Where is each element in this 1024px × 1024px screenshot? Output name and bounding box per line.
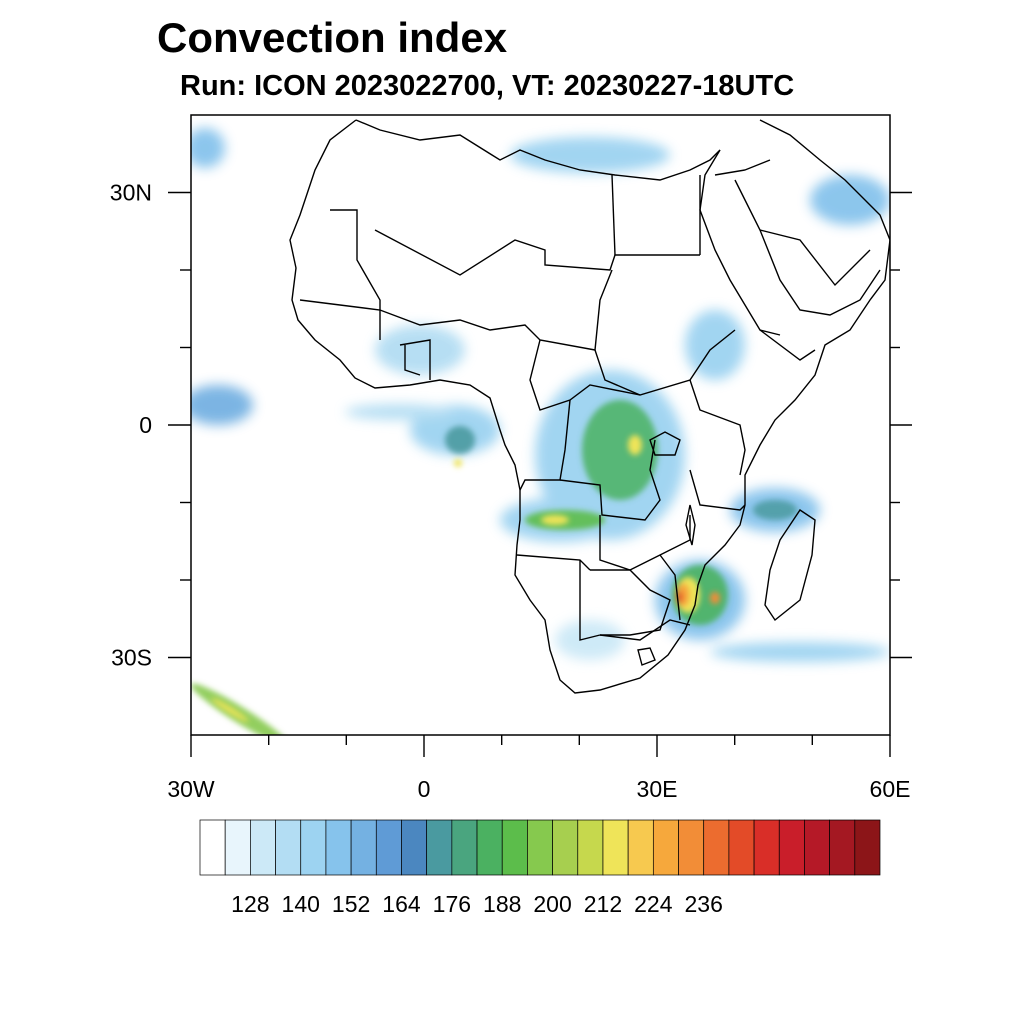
colorbar-tick-label: 164	[382, 891, 421, 917]
colorbar-swatch	[300, 819, 327, 876]
colorbar-swatch	[325, 819, 352, 876]
border-arabia-interior	[759, 229, 871, 287]
field-sw-indian-band	[710, 642, 890, 662]
border-sahara-north	[374, 229, 700, 276]
colorbar-swatch	[602, 819, 629, 876]
colorbar-tick-label: 224	[634, 891, 673, 917]
border-drc-south	[559, 439, 661, 521]
field-atlantic-equator	[191, 385, 253, 425]
colorbar-swatch	[678, 819, 705, 876]
colorbar-tick-label: 236	[685, 891, 723, 917]
colorbar-tick-label: 176	[433, 891, 471, 917]
border-west-africa-a	[399, 339, 431, 380]
colorbar-swatch	[501, 819, 528, 876]
border-sudan-libya	[611, 174, 616, 256]
field-angola-peak	[541, 515, 569, 525]
colorbar-swatch	[829, 819, 856, 876]
field-gulf-guinea-peak	[454, 459, 462, 467]
colorbar-swatch	[527, 819, 553, 876]
border-angola-namibia	[516, 554, 591, 571]
colorbar-tick-label: 140	[282, 891, 320, 917]
colorbar-swatch	[451, 819, 478, 876]
border-west-africa-b	[404, 345, 421, 376]
border-zambia	[599, 515, 691, 571]
colorbar-swatch	[476, 819, 503, 876]
colorbar-swatch	[275, 819, 302, 876]
field-mozambique-peak-east	[710, 592, 720, 604]
border-south-africa-north	[599, 619, 691, 641]
colorbar-swatch	[250, 819, 276, 876]
colorbar-swatch	[652, 819, 679, 876]
red-sea-coast	[699, 149, 781, 336]
latitude-labels: 30N 0 30S	[110, 180, 152, 671]
madagascar	[764, 509, 816, 622]
colorbar-tick-label: 128	[231, 891, 269, 917]
colorbar-swatch	[804, 819, 830, 876]
colorbar-tick-label: 200	[533, 891, 571, 917]
colorbar-swatch	[703, 819, 730, 876]
mediterranean-coast	[355, 119, 721, 181]
border-zimbabwe-mozambique	[659, 554, 681, 621]
field-ethiopia	[685, 310, 745, 380]
field-mediterranean	[510, 137, 670, 173]
lake-victoria	[649, 431, 681, 456]
colorbar-swatch	[728, 819, 755, 876]
field-congo-peak	[628, 435, 642, 455]
tick-marks	[168, 191, 912, 757]
colorbar-tick-label: 188	[483, 891, 521, 917]
field-persian-gulf	[810, 175, 890, 225]
field-gulf-guinea-core	[445, 426, 475, 454]
colorbar-swatch	[552, 819, 579, 876]
chart-title: Convection index	[157, 14, 508, 61]
field-mozambique-peak-red	[677, 591, 683, 603]
chart-subtitle: Run: ICON 2023022700, VT: 20230227-18UTC	[180, 70, 795, 102]
border-botswana	[590, 569, 671, 636]
border-east-africa	[689, 379, 746, 476]
field-madagascar-core	[753, 500, 797, 520]
field-central-africa-core	[582, 400, 658, 500]
longitude-labels: 30W 0 30E 60E	[167, 776, 910, 802]
lat-tick-label: 30S	[111, 645, 152, 671]
convection-field	[191, 128, 890, 735]
field-atlantic-north	[191, 128, 225, 168]
colorbar-swatch	[375, 819, 402, 876]
colorbar-swatch	[199, 819, 226, 876]
lon-tick-label: 30W	[167, 776, 215, 802]
colorbar-tick-label: 212	[584, 891, 622, 917]
colorbar	[199, 819, 881, 876]
border-tanzania-south	[689, 469, 746, 511]
colorbar-tick-label: 152	[332, 891, 370, 917]
lon-tick-label: 60E	[870, 776, 911, 802]
border-sahel	[299, 269, 613, 351]
border-namibia-botswana	[579, 560, 601, 641]
lat-tick-label: 0	[139, 412, 152, 438]
field-west-africa	[375, 325, 465, 375]
colorbar-swatch	[778, 819, 805, 876]
colorbar-swatch	[426, 819, 453, 876]
coastlines-borders	[289, 119, 890, 694]
lesotho	[637, 647, 656, 666]
border-congo-basin	[529, 339, 641, 411]
field-south-africa	[555, 620, 625, 660]
colorbar-swatch	[627, 819, 654, 876]
border-horn	[759, 329, 816, 361]
border-central-sudan	[594, 329, 736, 396]
border-sahara-west	[330, 209, 381, 340]
colorbar-swatch	[577, 819, 604, 876]
field-south-atlantic-peak	[211, 698, 249, 722]
lat-tick-label: 30N	[110, 180, 152, 206]
colorbar-swatch	[753, 819, 780, 876]
colorbar-swatch	[854, 819, 881, 876]
colorbar-swatch	[401, 819, 428, 876]
lon-tick-label: 0	[418, 776, 431, 802]
field-atlantic-band	[345, 404, 455, 420]
lon-tick-label: 30E	[637, 776, 678, 802]
border-sinai	[714, 159, 771, 176]
colorbar-swatch	[224, 819, 251, 876]
lake-malawi	[685, 504, 696, 546]
colorbar-swatch	[350, 819, 377, 876]
colorbar-labels: 128 140 152 164 176 188 200 212 224 236	[231, 891, 723, 917]
africa-coastline	[289, 119, 890, 694]
